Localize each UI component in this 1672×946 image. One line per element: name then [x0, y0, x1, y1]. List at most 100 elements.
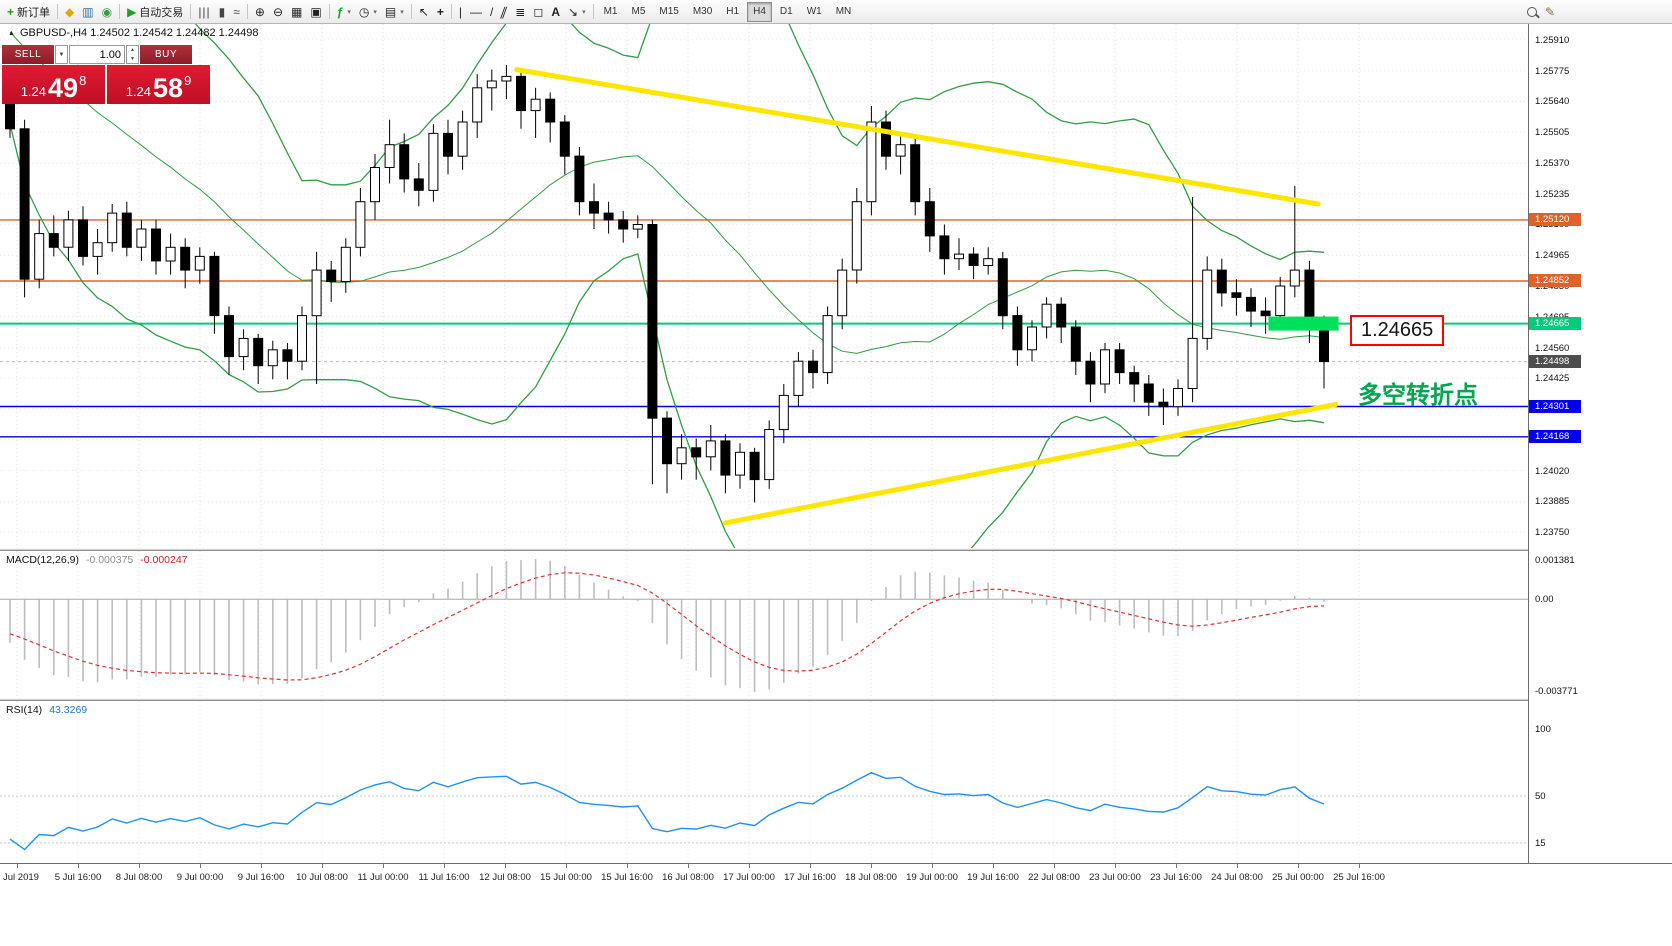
- timeframe-m30-button[interactable]: M30: [692, 6, 713, 17]
- time-label: 12 Jul 08:00: [479, 872, 531, 883]
- buy-button[interactable]: BUY: [140, 45, 192, 64]
- text-tool-button[interactable]: A: [547, 2, 564, 22]
- time-tick: [261, 864, 262, 868]
- rsi-canvas[interactable]: [0, 701, 1528, 863]
- macd-canvas[interactable]: [0, 551, 1528, 698]
- macd-name: MACD(12,26,9): [6, 554, 79, 566]
- time-label: 24 Jul 08:00: [1211, 872, 1263, 883]
- time-label: 9 Jul 00:00: [176, 872, 224, 883]
- time-label: 23 Jul 16:00: [1150, 872, 1202, 883]
- chevron-down-icon: ▾: [400, 8, 404, 16]
- time-axis[interactable]: 5 Jul 2019 5 Jul 16:00 8 Jul 08:00 9 Jul 00…: [0, 863, 1672, 946]
- horizontal-line-icon: —: [469, 4, 482, 19]
- arrow-tools-button[interactable]: ↘ ▾: [564, 2, 590, 22]
- rsi-label: RSI(14) 43.3269: [6, 704, 87, 716]
- crosshair-button[interactable]: +: [433, 2, 448, 22]
- cursor-button[interactable]: ↖: [415, 2, 433, 22]
- line-chart-button[interactable]: ≈: [229, 2, 244, 22]
- bar-chart-button[interactable]: |||: [194, 2, 214, 22]
- time-label: 23 Jul 00:00: [1089, 872, 1141, 883]
- timeframe-group: M1 M5 M15 M30 H1 H4 D1 W1 MN: [597, 1, 859, 22]
- axis-label: 1.25640: [1535, 96, 1570, 108]
- buy-price-main: 58: [153, 73, 184, 104]
- timeframe-w1-button[interactable]: W1: [806, 6, 822, 17]
- sell-price-panel[interactable]: 1.24 49 8: [2, 65, 105, 104]
- zoom-out-icon: ⊖: [272, 4, 283, 19]
- time-tick: [444, 864, 445, 868]
- rsi-panel[interactable]: RSI(14) 43.3269: [0, 701, 1528, 863]
- shapes-icon: ◻: [533, 4, 544, 19]
- macd-panel[interactable]: MACD(12,26,9) -0.000375 -0.000247: [0, 551, 1528, 698]
- search-button[interactable]: [1523, 2, 1541, 22]
- zoom-out-button[interactable]: ⊖: [269, 2, 287, 22]
- time-label: 9 Jul 16:00: [237, 872, 285, 883]
- buy-price-panel[interactable]: 1.24 58 9: [107, 65, 210, 104]
- shapes-button[interactable]: ◻: [529, 2, 547, 22]
- symbol-info: ▲ GBPUSD-,H4 1.24502 1.24542 1.24482 1.2…: [8, 27, 258, 39]
- axis-label: 15: [1535, 837, 1546, 849]
- price-chart-panel[interactable]: ▲ GBPUSD-,H4 1.24502 1.24542 1.24482 1.2…: [0, 24, 1528, 548]
- zoom-in-button[interactable]: ⊕: [251, 2, 269, 22]
- collapse-triangle-icon[interactable]: ▲: [8, 29, 15, 37]
- candlestick-chart-button[interactable]: ▮: [215, 2, 230, 22]
- timeframe-m5-button[interactable]: M5: [631, 6, 646, 17]
- timeframe-m1-button[interactable]: M1: [603, 6, 618, 17]
- pencil-icon: ✎: [1544, 4, 1555, 19]
- pivot-point-annotation[interactable]: 多空转折点: [1358, 382, 1478, 409]
- time-label: 16 Jul 08:00: [662, 872, 714, 883]
- time-tick: [1298, 864, 1299, 868]
- market-watch-button[interactable]: ◆: [61, 2, 78, 22]
- volume-stepper[interactable]: ▲ ▼: [126, 45, 139, 64]
- time-label: 10 Jul 08:00: [296, 872, 348, 883]
- data-window-button[interactable]: ▥: [78, 2, 97, 22]
- macd-main-value: -0.000375: [85, 554, 134, 566]
- indicators-button[interactable]: ƒ ▾: [333, 2, 355, 22]
- time-tick: [200, 864, 201, 868]
- price-axis[interactable]: 1.25910 1.25775 1.25640 1.25505 1.25370 1.252…: [1528, 24, 1672, 863]
- templates-button[interactable]: ▤ ▾: [381, 2, 408, 22]
- time-label: 15 Jul 00:00: [540, 872, 592, 883]
- trendline-icon: /: [489, 4, 494, 19]
- edit-button[interactable]: ✎: [1541, 2, 1559, 22]
- time-tick: [139, 864, 140, 868]
- panel-splitter[interactable]: [0, 548, 1672, 551]
- periods-button[interactable]: ◷ ▾: [355, 2, 381, 22]
- volume-dropdown[interactable]: ▼: [55, 45, 68, 64]
- timeframe-h4-button[interactable]: H4: [747, 1, 772, 22]
- timeframe-h1-button[interactable]: H1: [726, 6, 740, 17]
- sell-button[interactable]: SELL: [2, 45, 54, 64]
- axis-label: 1.24965: [1535, 250, 1570, 262]
- search-icon: [1526, 6, 1537, 17]
- tile-windows-button[interactable]: ▦: [287, 2, 306, 22]
- line-chart-icon: ≈: [233, 4, 240, 19]
- price-chart-canvas[interactable]: [0, 24, 1528, 548]
- timeframe-m15-button[interactable]: M15: [659, 6, 679, 17]
- time-tick: [871, 864, 872, 868]
- axis-label: 1.24020: [1535, 465, 1570, 477]
- time-label: 8 Jul 08:00: [115, 872, 163, 883]
- auto-trading-button[interactable]: ▶ 自动交易: [123, 2, 187, 22]
- new-order-button[interactable]: + 新订单: [3, 2, 54, 22]
- time-tick: [627, 864, 628, 868]
- panel-splitter[interactable]: [0, 698, 1672, 701]
- channel-button[interactable]: ∥: [497, 2, 511, 22]
- axis-label: 50: [1535, 791, 1546, 802]
- price-tag: 1.24665: [1529, 316, 1581, 330]
- cascade-windows-button[interactable]: ▣: [306, 2, 325, 22]
- timeframe-d1-button[interactable]: D1: [779, 6, 793, 17]
- horizontal-line-button[interactable]: —: [466, 2, 486, 22]
- volume-input[interactable]: [69, 45, 125, 64]
- stepper-down-icon[interactable]: ▼: [130, 55, 135, 62]
- tile-windows-icon: ▦: [291, 4, 303, 19]
- stepper-up-icon[interactable]: ▲: [130, 47, 135, 54]
- price-level-annotation[interactable]: 1.24665: [1350, 315, 1445, 346]
- time-tick: [17, 864, 18, 868]
- time-tick: [1115, 864, 1116, 868]
- fibonacci-button[interactable]: ≣: [511, 2, 529, 22]
- navigator-button[interactable]: ◉: [98, 2, 116, 22]
- trendline-button[interactable]: /: [486, 2, 497, 22]
- timeframe-mn-button[interactable]: MN: [835, 6, 852, 17]
- vertical-line-button[interactable]: |: [455, 2, 466, 22]
- rsi-value: 43.3269: [49, 704, 88, 716]
